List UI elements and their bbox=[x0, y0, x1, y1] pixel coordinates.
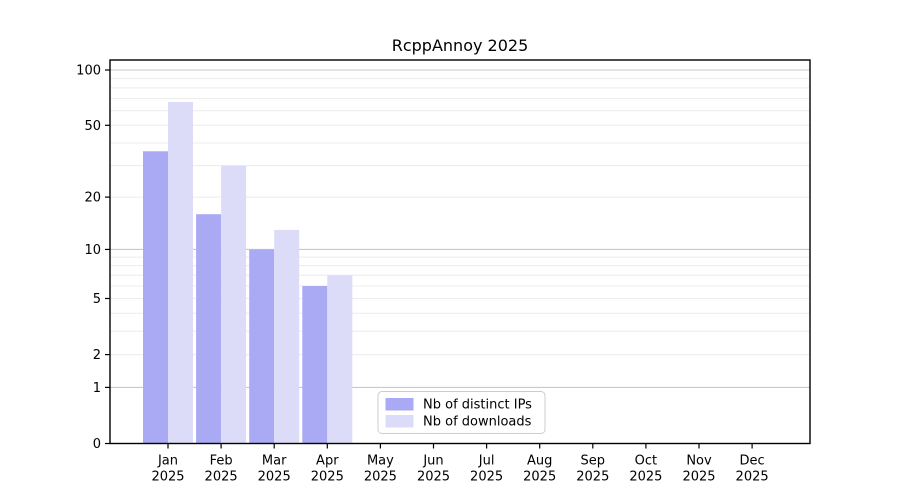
bar-mar-distinct-ips bbox=[249, 249, 275, 444]
xtick-label-year-jul: 2025 bbox=[470, 470, 503, 485]
legend: Nb of distinct IPs Nb of downloads bbox=[377, 391, 546, 434]
xtick-label-year-aug: 2025 bbox=[523, 470, 556, 485]
chart-title: RcppAnnoy 2025 bbox=[392, 36, 529, 55]
xtick-label-year-jan: 2025 bbox=[151, 470, 184, 485]
legend-swatch-downloads bbox=[385, 415, 414, 428]
ytick-label-20: 20 bbox=[84, 191, 101, 206]
xtick-label-month-apr: Apr bbox=[316, 454, 339, 469]
xtick-label-month-dec: Dec bbox=[740, 454, 765, 469]
ytick-label-0: 0 bbox=[93, 437, 101, 452]
xtick-label-year-mar: 2025 bbox=[258, 470, 291, 485]
bar-feb-distinct-ips bbox=[196, 214, 222, 444]
bar-apr-downloads bbox=[327, 275, 353, 444]
bar-feb-downloads bbox=[221, 165, 247, 444]
xtick-label-month-jan: Jan bbox=[157, 454, 178, 469]
legend-box bbox=[377, 391, 546, 434]
xtick-label-month-mar: Mar bbox=[262, 454, 287, 469]
axis-ticks: 0125102050100Jan2025Feb2025Mar2025Apr202… bbox=[76, 64, 768, 485]
xtick-label-year-sep: 2025 bbox=[576, 470, 609, 485]
xtick-label-month-sep: Sep bbox=[581, 454, 606, 469]
bar-jan-distinct-ips bbox=[143, 151, 168, 444]
xtick-label-year-jun: 2025 bbox=[417, 470, 450, 485]
plot-frame bbox=[109, 59, 811, 445]
legend-label-downloads: Nb of downloads bbox=[423, 415, 532, 430]
ytick-label-2: 2 bbox=[93, 348, 101, 363]
bar-mar-downloads bbox=[274, 229, 300, 444]
bar-jan-downloads bbox=[168, 102, 193, 444]
xtick-label-year-feb: 2025 bbox=[205, 470, 238, 485]
legend-swatch-distinct-ips bbox=[385, 398, 414, 411]
xtick-label-year-nov: 2025 bbox=[682, 470, 715, 485]
xtick-label-year-apr: 2025 bbox=[311, 470, 344, 485]
ytick-label-10: 10 bbox=[84, 243, 101, 258]
xtick-label-month-aug: Aug bbox=[527, 454, 552, 469]
xtick-label-month-oct: Oct bbox=[635, 454, 657, 469]
xtick-label-month-nov: Nov bbox=[686, 454, 712, 469]
xtick-label-year-may: 2025 bbox=[364, 470, 397, 485]
ytick-label-5: 5 bbox=[93, 292, 101, 307]
xtick-label-month-jun: Jun bbox=[422, 454, 443, 469]
xtick-label-month-feb: Feb bbox=[210, 454, 233, 469]
xtick-label-year-dec: 2025 bbox=[736, 470, 769, 485]
bars bbox=[143, 102, 353, 444]
ytick-label-100: 100 bbox=[76, 64, 101, 79]
bar-apr-distinct-ips bbox=[302, 286, 328, 444]
legend-label-distinct-ips: Nb of distinct IPs bbox=[423, 398, 532, 413]
xtick-label-month-jul: Jul bbox=[478, 454, 495, 469]
ytick-label-1: 1 bbox=[93, 381, 101, 396]
xtick-label-month-may: May bbox=[367, 454, 394, 469]
ytick-label-50: 50 bbox=[84, 119, 101, 134]
xtick-label-year-oct: 2025 bbox=[629, 470, 662, 485]
